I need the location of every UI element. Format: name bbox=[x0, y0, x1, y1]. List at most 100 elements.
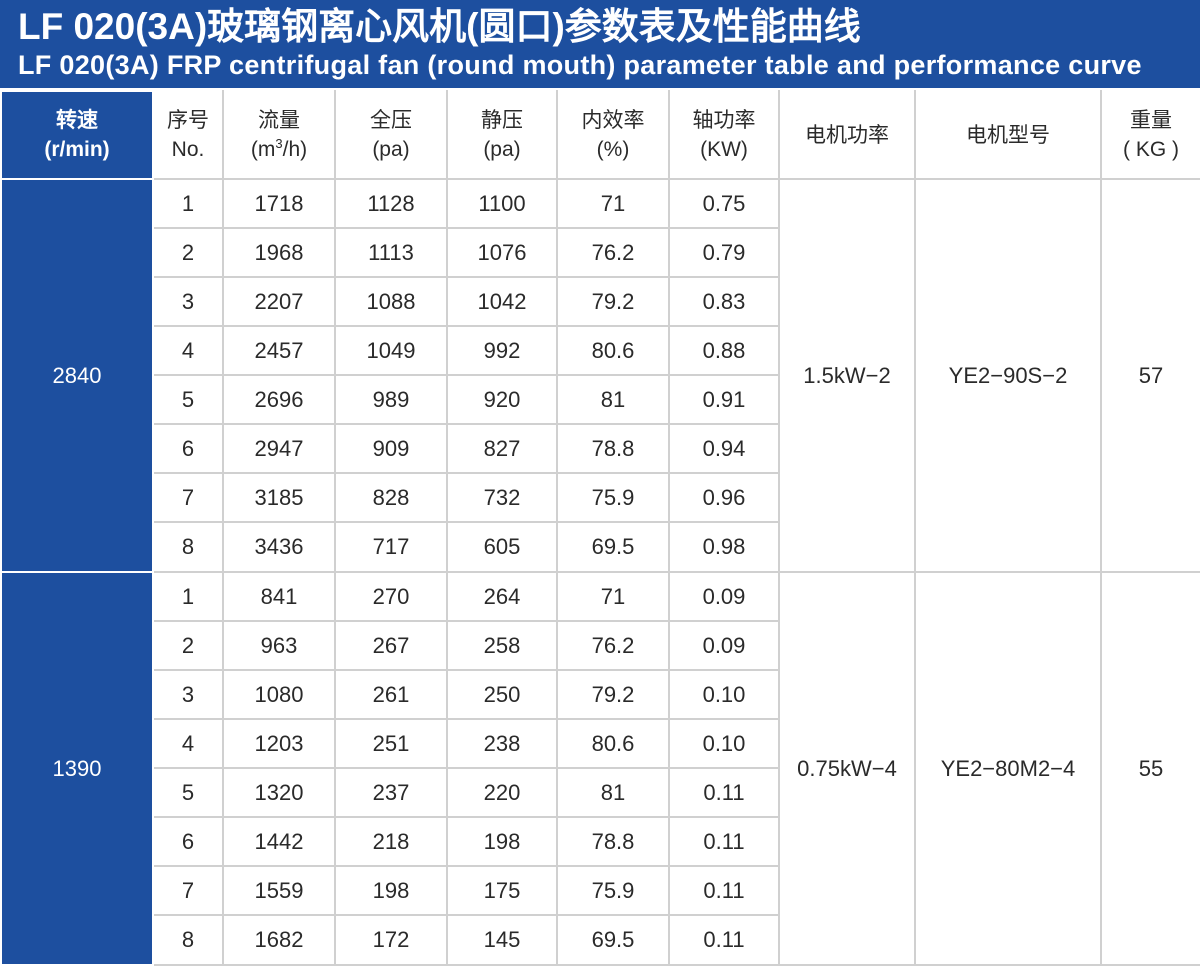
cell-static-pressure: 992 bbox=[446, 325, 558, 376]
cell-shaft-power: 0.11 bbox=[668, 865, 780, 916]
cell-no: 3 bbox=[152, 669, 224, 720]
cell-total-pressure: 1049 bbox=[334, 325, 448, 376]
speed-cell: 2840 bbox=[0, 178, 154, 573]
cell-flow: 1559 bbox=[222, 865, 336, 916]
table-row: 7 3185 828 732 75.9 0.96 bbox=[1, 472, 1200, 523]
cell-flow: 3185 bbox=[222, 472, 336, 523]
cell-efficiency: 79.2 bbox=[556, 276, 670, 327]
col-header-flow: 流量 (m3/h) bbox=[222, 90, 336, 180]
page-title-en: LF 020(3A) FRP centrifugal fan (round mo… bbox=[18, 50, 1142, 80]
cell-no: 6 bbox=[152, 423, 224, 474]
motor-model-cell: YE2−80M2−4 bbox=[914, 571, 1102, 966]
cell-static-pressure: 732 bbox=[446, 472, 558, 523]
cell-total-pressure: 717 bbox=[334, 521, 448, 573]
table-row: 4 1203 251 238 80.6 0.10 bbox=[1, 718, 1200, 769]
cell-efficiency: 80.6 bbox=[556, 718, 670, 769]
col-header-motor-model: 电机型号 bbox=[914, 90, 1102, 180]
cell-static-pressure: 220 bbox=[446, 767, 558, 818]
cell-no: 1 bbox=[152, 571, 224, 622]
cell-efficiency: 76.2 bbox=[556, 227, 670, 278]
cell-static-pressure: 145 bbox=[446, 914, 558, 966]
cell-no: 6 bbox=[152, 816, 224, 867]
cell-shaft-power: 0.11 bbox=[668, 914, 780, 966]
cell-flow: 2207 bbox=[222, 276, 336, 327]
cell-shaft-power: 0.96 bbox=[668, 472, 780, 523]
table-body: 2840 1 1718 1128 1100 71 0.75 1.5kW−2 YE2−90S−2 5… bbox=[0, 178, 1200, 966]
cell-flow: 3436 bbox=[222, 521, 336, 573]
cell-no: 2 bbox=[152, 620, 224, 671]
cell-static-pressure: 258 bbox=[446, 620, 558, 671]
cell-total-pressure: 909 bbox=[334, 423, 448, 474]
col-header-no: 序号 No. bbox=[152, 90, 224, 180]
cell-total-pressure: 251 bbox=[334, 718, 448, 769]
cell-efficiency: 78.8 bbox=[556, 423, 670, 474]
flow-unit: (m3/h) bbox=[250, 136, 308, 161]
cell-flow: 841 bbox=[222, 571, 336, 622]
title-banner: LF 020(3A)玻璃钢离心风机(圆口)参数表及性能曲线 LF 020(3A)… bbox=[0, 0, 1200, 88]
table-row: 3 1080 261 250 79.2 0.10 bbox=[1, 669, 1200, 720]
cell-efficiency: 75.9 bbox=[556, 865, 670, 916]
cell-efficiency: 79.2 bbox=[556, 669, 670, 720]
cell-efficiency: 71 bbox=[556, 178, 670, 229]
cell-no: 8 bbox=[152, 914, 224, 966]
cell-flow: 1320 bbox=[222, 767, 336, 818]
col-header-motor-power: 电机功率 bbox=[778, 90, 916, 180]
cell-no: 5 bbox=[152, 374, 224, 425]
cell-flow: 963 bbox=[222, 620, 336, 671]
cell-shaft-power: 0.91 bbox=[668, 374, 780, 425]
cell-efficiency: 69.5 bbox=[556, 521, 670, 573]
cell-total-pressure: 237 bbox=[334, 767, 448, 818]
cell-no: 8 bbox=[152, 521, 224, 573]
col-header-speed: 转速 (r/min) bbox=[0, 90, 154, 180]
col-header-weight: 重量 ( KG ) bbox=[1100, 90, 1200, 180]
cell-static-pressure: 175 bbox=[446, 865, 558, 916]
cell-shaft-power: 0.98 bbox=[668, 521, 780, 573]
table-row: 6 1442 218 198 78.8 0.11 bbox=[1, 816, 1200, 867]
cell-total-pressure: 270 bbox=[334, 571, 448, 622]
cell-no: 4 bbox=[152, 718, 224, 769]
cell-no: 2 bbox=[152, 227, 224, 278]
table-row: 2 963 267 258 76.2 0.09 bbox=[1, 620, 1200, 671]
cell-shaft-power: 0.83 bbox=[668, 276, 780, 327]
motor-power-cell: 1.5kW−2 bbox=[778, 178, 916, 573]
cell-shaft-power: 0.09 bbox=[668, 620, 780, 671]
table-row: 8 1682 172 145 69.5 0.11 bbox=[1, 914, 1200, 966]
page-title-zh: LF 020(3A)玻璃钢离心风机(圆口)参数表及性能曲线 bbox=[18, 6, 861, 47]
cell-static-pressure: 198 bbox=[446, 816, 558, 867]
cell-shaft-power: 0.88 bbox=[668, 325, 780, 376]
parameter-table: 转速 (r/min) 序号 No. 流量 (m3/h) 全压 (pa) 静压 bbox=[0, 90, 1200, 966]
cell-shaft-power: 0.10 bbox=[668, 718, 780, 769]
cell-no: 5 bbox=[152, 767, 224, 818]
cell-shaft-power: 0.11 bbox=[668, 816, 780, 867]
cell-flow: 2457 bbox=[222, 325, 336, 376]
cell-efficiency: 76.2 bbox=[556, 620, 670, 671]
cell-efficiency: 81 bbox=[556, 767, 670, 818]
cell-efficiency: 78.8 bbox=[556, 816, 670, 867]
table-row: 5 1320 237 220 81 0.11 bbox=[1, 767, 1200, 818]
speed-cell: 1390 bbox=[0, 571, 154, 966]
cell-efficiency: 81 bbox=[556, 374, 670, 425]
cell-total-pressure: 1113 bbox=[334, 227, 448, 278]
cell-static-pressure: 1076 bbox=[446, 227, 558, 278]
col-header-efficiency: 内效率 (%) bbox=[556, 90, 670, 180]
cell-shaft-power: 0.09 bbox=[668, 571, 780, 622]
cell-shaft-power: 0.79 bbox=[668, 227, 780, 278]
cell-efficiency: 71 bbox=[556, 571, 670, 622]
table-row: 5 2696 989 920 81 0.91 bbox=[1, 374, 1200, 425]
table-row: 2 1968 1113 1076 76.2 0.79 bbox=[1, 227, 1200, 278]
cell-shaft-power: 0.75 bbox=[668, 178, 780, 229]
table-row: 4 2457 1049 992 80.6 0.88 bbox=[1, 325, 1200, 376]
table-row: 2840 1 1718 1128 1100 71 0.75 1.5kW−2 YE2−90S−2 5… bbox=[0, 178, 1200, 573]
cell-static-pressure: 1100 bbox=[446, 178, 558, 229]
cell-total-pressure: 261 bbox=[334, 669, 448, 720]
cell-efficiency: 80.6 bbox=[556, 325, 670, 376]
cell-no: 4 bbox=[152, 325, 224, 376]
cell-flow: 1682 bbox=[222, 914, 336, 966]
col-header-shaft-power: 轴功率 (KW) bbox=[668, 90, 780, 180]
cell-total-pressure: 172 bbox=[334, 914, 448, 966]
cell-static-pressure: 250 bbox=[446, 669, 558, 720]
cell-flow: 1080 bbox=[222, 669, 336, 720]
motor-model-cell: YE2−90S−2 bbox=[914, 178, 1102, 573]
cell-total-pressure: 989 bbox=[334, 374, 448, 425]
cell-total-pressure: 828 bbox=[334, 472, 448, 523]
